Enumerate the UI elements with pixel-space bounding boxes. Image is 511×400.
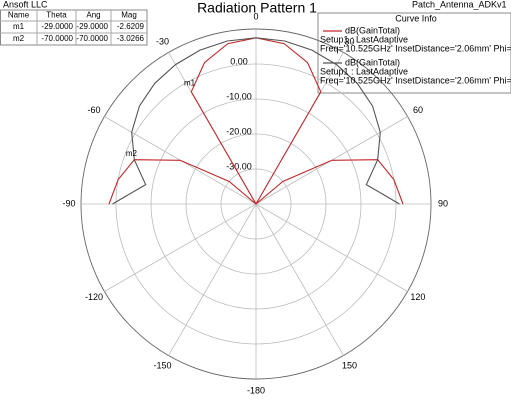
table-cell: m2: [13, 34, 25, 43]
project: Patch_Antenna_ADKv1: [412, 0, 507, 9]
grid-spoke: [255, 203, 344, 356]
angle-tick-label: -120: [85, 292, 103, 302]
angle-tick-label: -180: [247, 385, 265, 395]
angle-tick-label: -90: [62, 198, 75, 208]
r-tick-label: 0.00: [230, 56, 248, 66]
legend-title: Curve Info: [395, 13, 437, 23]
angle-tick-label: 0: [253, 11, 258, 21]
legend-name: dB(GainTotal): [345, 57, 400, 67]
table-cell: -70.0000: [76, 34, 108, 43]
angle-tick-label: 60: [413, 105, 423, 115]
r-tick-label: -10.00: [226, 91, 252, 101]
angle-tick-label: -150: [153, 360, 171, 370]
marker-label: m1: [184, 79, 196, 88]
angle-tick-label: -30: [156, 36, 169, 46]
angle-tick-label: 90: [438, 198, 448, 208]
angle-tick-label: 30: [344, 36, 354, 46]
legend-params: Freq='10.525GHz' InsetDistance='2.06mm' …: [320, 43, 511, 53]
table-header: Mag: [121, 11, 137, 20]
grid-spoke: [168, 203, 257, 356]
series-line: [112, 37, 400, 205]
table-cell: -70.0000: [41, 34, 73, 43]
angle-tick-label: 120: [410, 292, 425, 302]
table-cell: -29.0000: [76, 22, 108, 31]
grid-spoke: [255, 203, 408, 292]
table-header: Name: [8, 11, 30, 20]
marker-label: m2: [126, 149, 138, 158]
angle-tick-label: 150: [342, 360, 357, 370]
legend-box: [317, 12, 511, 94]
company: Ansoft LLC: [3, 0, 48, 9]
table-header: Theta: [46, 11, 67, 20]
table-cell: m1: [13, 22, 25, 31]
table-header: Ang: [86, 11, 100, 20]
chart-title: Radiation Pattern 1: [197, 0, 317, 16]
marker-table: Name Theta Ang Mag m1 -29.0000 -29.0000 -2.6209…: [0, 9, 148, 46]
table-cell: -29.0000: [41, 22, 73, 31]
legend-setup: Setup1 : LastAdaptive: [320, 66, 408, 76]
table-cell: -2.6209: [117, 22, 145, 31]
table-frame: [0, 9, 148, 46]
legend-setup: Setup1 : LastAdaptive: [320, 34, 408, 44]
legend-params: Freq='10.525GHz' InsetDistance='2.06mm' …: [320, 75, 511, 85]
legend-name: dB(GainTotal): [345, 25, 400, 35]
table-cell: -3.0266: [117, 34, 145, 43]
r-tick-label: -30.00: [226, 161, 252, 171]
angle-tick-label: -60: [88, 105, 101, 115]
r-tick-label: -20.00: [226, 126, 252, 136]
grid-spoke: [104, 203, 257, 292]
